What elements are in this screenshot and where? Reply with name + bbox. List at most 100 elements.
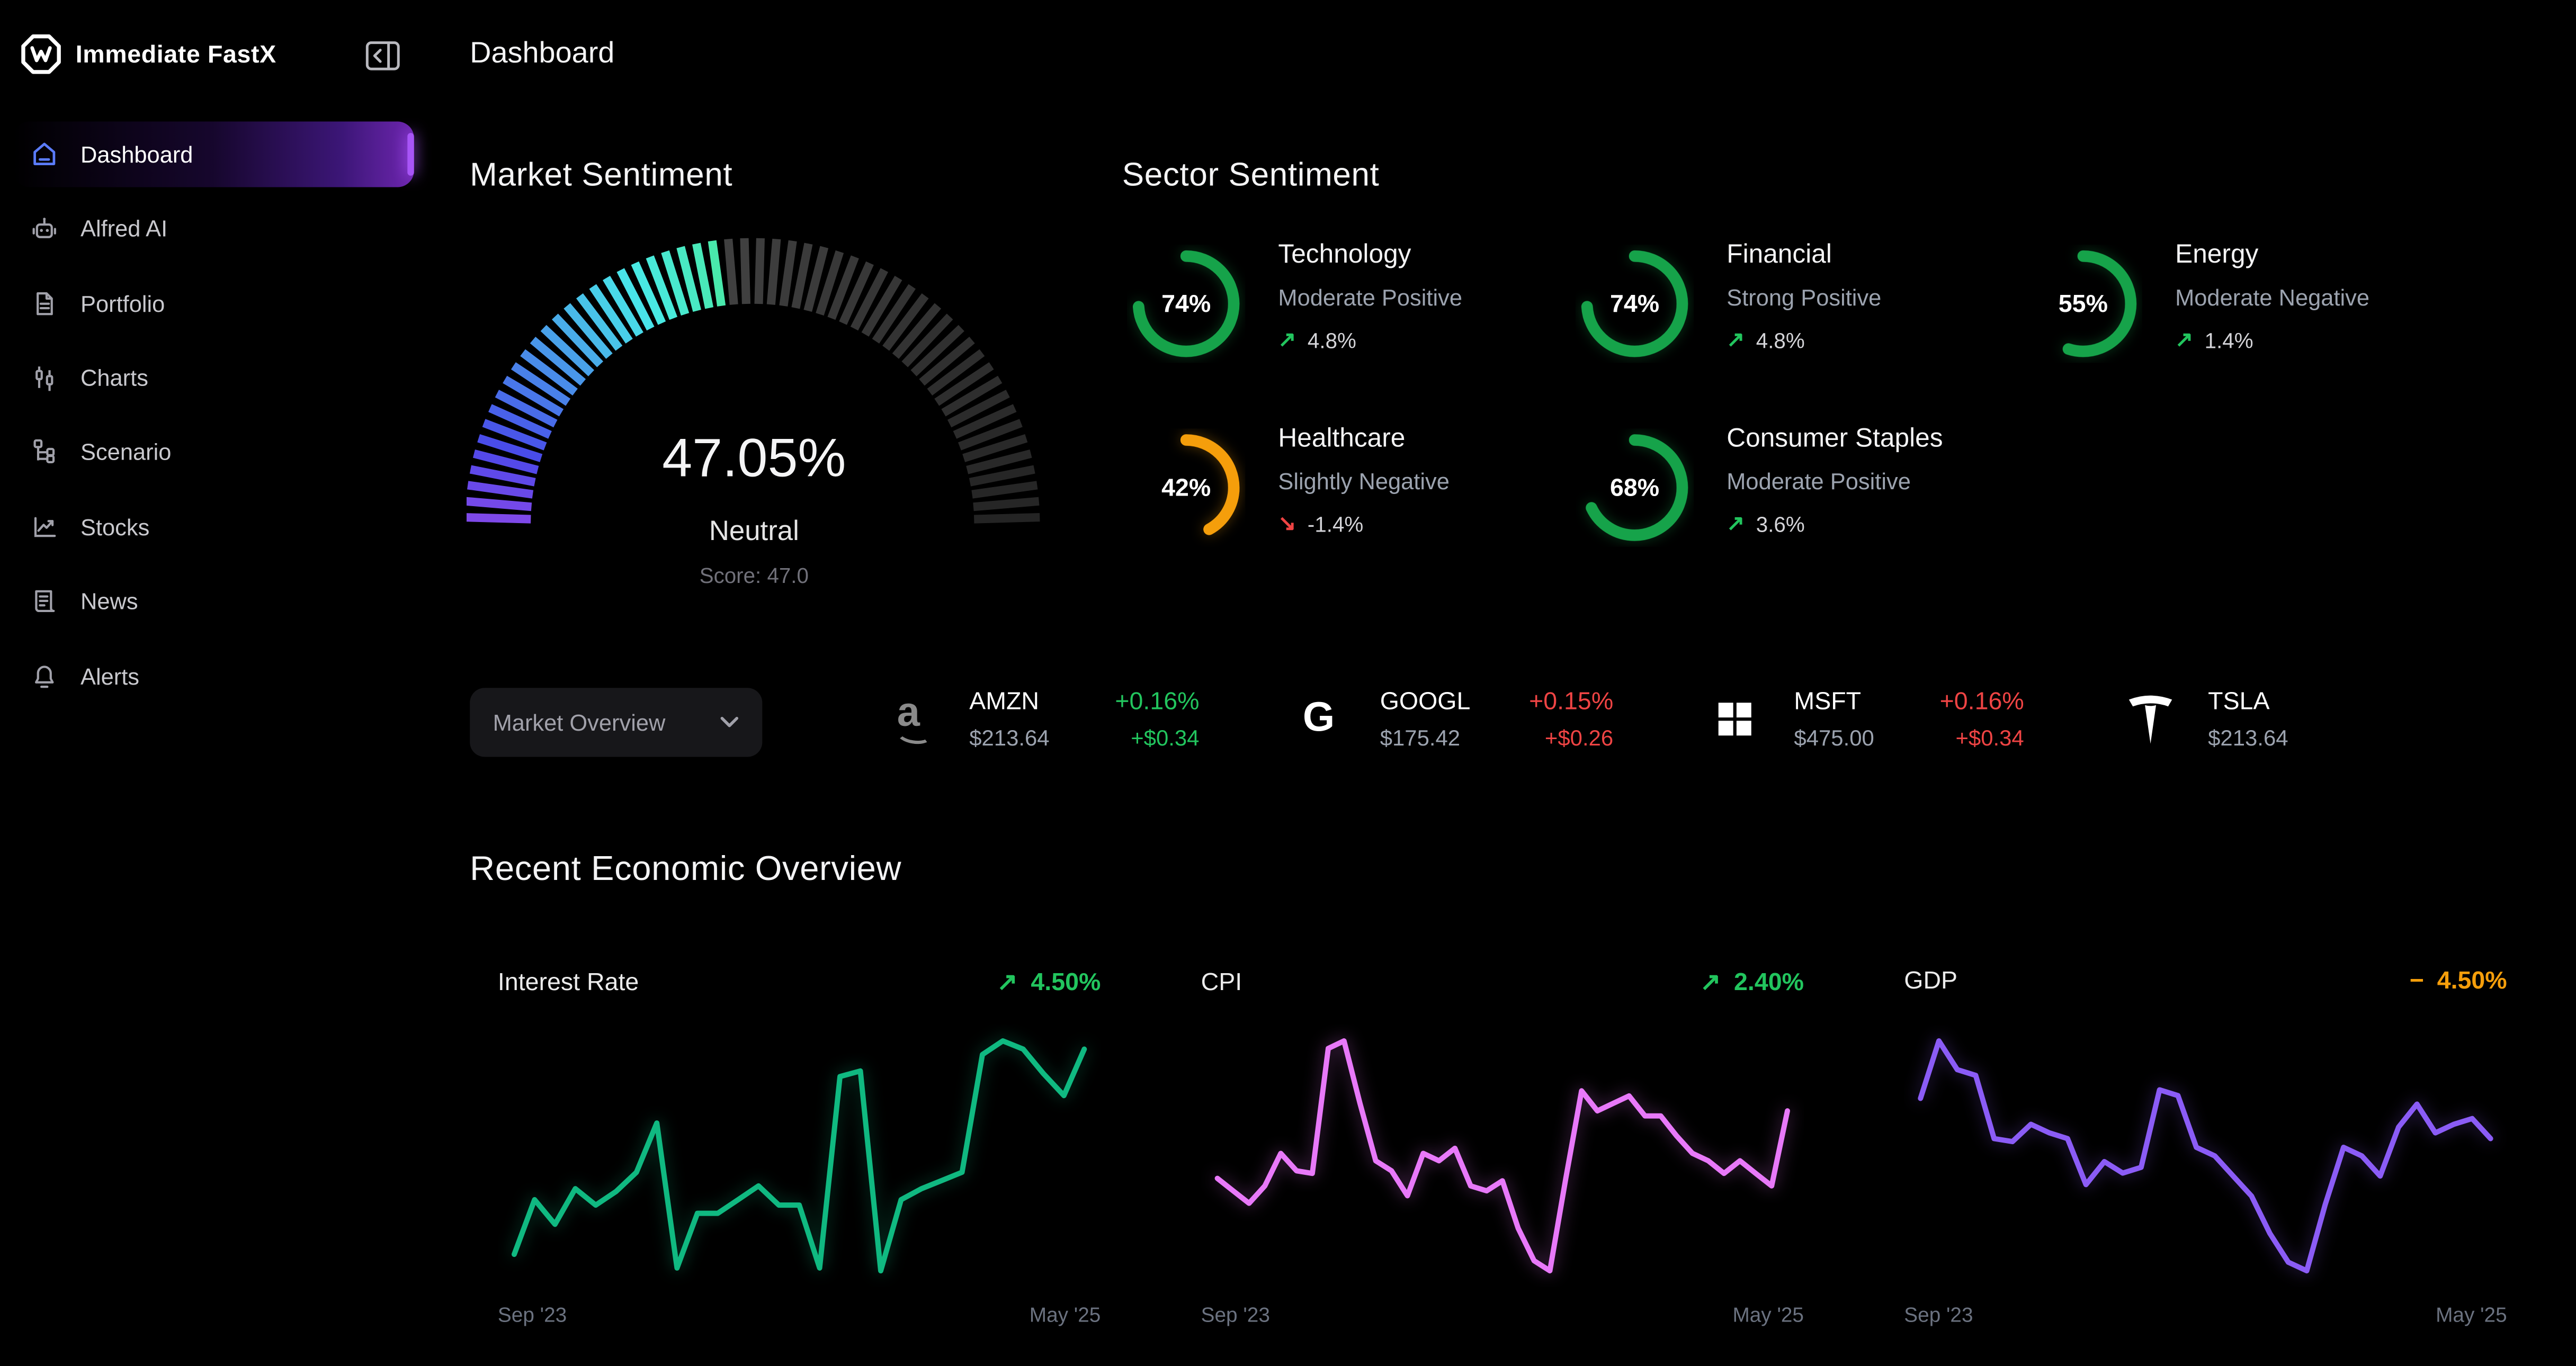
sector-name: Healthcare bbox=[1278, 425, 1406, 453]
market-overview-select[interactable]: Market Overview bbox=[470, 688, 763, 757]
sentiment-value: 47.05% bbox=[662, 427, 846, 488]
robot-icon bbox=[32, 218, 56, 238]
sector-card-healthcare: Healthcare Slightly Negative ↘ -1.4% bbox=[1278, 425, 1449, 537]
page-title: Dashboard bbox=[470, 36, 615, 69]
trend-arrow-icon: ↗ bbox=[997, 968, 1018, 997]
candlestick-icon bbox=[35, 366, 53, 391]
x-axis-start: Sep '23 bbox=[497, 1304, 567, 1327]
trend-arrow-icon: ↗ bbox=[2175, 327, 2193, 352]
ring-percent: 68% bbox=[1609, 473, 1660, 502]
chart-card-cpi: CPI ↗ 2.40% bbox=[1201, 967, 1804, 996]
market-sentiment-heading: Market Sentiment bbox=[470, 157, 733, 194]
document-icon bbox=[37, 292, 53, 316]
progress-ring-icon bbox=[1581, 250, 1688, 357]
sector-change-value: 4.8% bbox=[1307, 327, 1356, 353]
sector-sentiment-text: Moderate Positive bbox=[1727, 468, 1911, 495]
sector-change: ↗ 3.6% bbox=[1727, 510, 1943, 537]
sidebar-item-stocks[interactable]: Stocks bbox=[13, 494, 414, 560]
sector-name: Financial bbox=[1727, 241, 1832, 269]
ticker-change-amzn: +0.16% +$0.34 bbox=[1068, 688, 1199, 750]
chart-title: Interest Rate bbox=[497, 968, 639, 996]
x-axis-start: Sep '23 bbox=[1904, 1304, 1973, 1327]
sector-card-consumer-staples: Consumer Staples Moderate Positive ↗ 3.6… bbox=[1727, 425, 1943, 537]
market-sentiment-gauge bbox=[466, 238, 1040, 524]
sidebar-item-alerts[interactable]: Alerts bbox=[13, 644, 414, 709]
trend-arrow-icon: ↗ bbox=[1278, 327, 1296, 352]
stock-change-percent: +0.16% bbox=[1115, 688, 1200, 716]
sector-change-value: 4.8% bbox=[1756, 327, 1805, 353]
sector-change: ↗ 4.8% bbox=[1727, 327, 1881, 353]
ring-percent: 74% bbox=[1161, 290, 1211, 318]
progress-ring-icon bbox=[1132, 250, 1240, 357]
sector-card-technology: Technology Moderate Positive ↗ 4.8% bbox=[1278, 241, 1462, 353]
ring-percent: 55% bbox=[2058, 290, 2108, 318]
sidebar-item-label: Dashboard bbox=[80, 141, 193, 168]
home-icon bbox=[33, 142, 56, 166]
chart-change-value: 4.50% bbox=[2437, 967, 2507, 995]
market-overview-label: Market Overview bbox=[493, 709, 666, 736]
trend-arrow-icon: ↘ bbox=[1278, 510, 1296, 535]
brand-logo-icon bbox=[21, 34, 61, 74]
progress-ring-icon bbox=[1581, 434, 1688, 541]
sidebar-item-alfred-ai[interactable]: Alfred AI bbox=[13, 195, 414, 261]
interest-rate-line-chart bbox=[511, 1038, 1087, 1274]
sector-ring-healthcare: 42% bbox=[1127, 428, 1245, 546]
sector-change: ↗ 4.8% bbox=[1278, 327, 1462, 353]
x-axis-labels: Sep '23 May '25 bbox=[498, 1304, 1101, 1326]
ticker-item-tsla[interactable]: TSLA $213.64 bbox=[2208, 688, 2288, 750]
sector-sentiment-text: Strong Positive bbox=[1727, 284, 1882, 311]
sidebar-item-scenario[interactable]: Scenario bbox=[13, 419, 414, 484]
progress-ring-icon bbox=[1132, 434, 1240, 541]
x-axis-end: May '25 bbox=[1732, 1304, 1804, 1327]
ring-percent: 74% bbox=[1609, 290, 1660, 318]
ticker-item-msft[interactable]: MSFT $475.00 bbox=[1794, 688, 1874, 750]
stock-symbol: MSFT bbox=[1794, 688, 1862, 716]
stock-symbol: TSLA bbox=[2208, 688, 2270, 716]
sentiment-score: Score: 47.0 bbox=[699, 563, 809, 588]
sector-change: ↗ 1.4% bbox=[2175, 327, 2369, 353]
microsoft-logo-icon bbox=[1718, 703, 1751, 736]
sector-ring-technology: 74% bbox=[1127, 245, 1245, 363]
stock-price: $175.42 bbox=[1380, 725, 1461, 751]
stock-price: $475.00 bbox=[1794, 725, 1874, 751]
x-axis-end: May '25 bbox=[1029, 1304, 1101, 1327]
sector-sentiment-text: Moderate Negative bbox=[2175, 284, 2370, 311]
tree-icon bbox=[33, 439, 55, 463]
sidebar-item-label: Charts bbox=[80, 364, 148, 391]
stock-symbol: GOOGL bbox=[1380, 688, 1471, 716]
brand-name: Immediate FastX bbox=[75, 40, 276, 68]
sidebar-item-portfolio[interactable]: Portfolio bbox=[13, 271, 414, 337]
progress-ring-icon bbox=[2029, 250, 2137, 357]
ring-percent: 42% bbox=[1161, 473, 1211, 502]
ticker-item-googl[interactable]: GOOGL $175.42 bbox=[1380, 688, 1471, 750]
chart-title: GDP bbox=[1904, 967, 1958, 995]
cpi-line-chart bbox=[1214, 1038, 1790, 1274]
stock-change-percent: +0.16% bbox=[1939, 688, 2024, 716]
sidebar-collapse-button[interactable] bbox=[365, 39, 401, 72]
sector-card-energy: Energy Moderate Negative ↗ 1.4% bbox=[2175, 241, 2369, 353]
chart-change-value: 4.50% bbox=[1031, 968, 1101, 996]
economic-overview-heading: Recent Economic Overview bbox=[470, 850, 902, 888]
sidebar-item-dashboard[interactable]: Dashboard bbox=[13, 121, 414, 187]
sidebar-item-charts[interactable]: Charts bbox=[13, 345, 414, 410]
sector-ring-consumer-staples: 68% bbox=[1576, 428, 1694, 546]
sidebar-item-news[interactable]: News bbox=[13, 568, 414, 634]
google-logo-icon: G bbox=[1302, 694, 1335, 741]
chart-title: CPI bbox=[1201, 968, 1242, 996]
x-axis-end: May '25 bbox=[2436, 1304, 2507, 1327]
brand: Immediate FastX bbox=[20, 33, 276, 76]
sidebar-item-label: Alfred AI bbox=[80, 215, 168, 241]
sector-sentiment-heading: Sector Sentiment bbox=[1122, 157, 1380, 194]
sector-change-value: 1.4% bbox=[2204, 327, 2253, 353]
ticker-item-amzn[interactable]: AMZN $213.64 bbox=[969, 688, 1049, 750]
trend-arrow-icon: ↗ bbox=[1727, 327, 1745, 352]
sidebar-item-label: Stocks bbox=[80, 514, 150, 541]
panel-collapse-icon bbox=[365, 41, 400, 70]
stock-price: $213.64 bbox=[969, 725, 1050, 751]
sector-name: Consumer Staples bbox=[1727, 425, 1943, 453]
chart-change-value: 2.40% bbox=[1734, 968, 1804, 996]
trend-chart-icon bbox=[34, 517, 56, 537]
tesla-logo-icon bbox=[2128, 695, 2172, 744]
sector-sentiment-text: Slightly Negative bbox=[1278, 468, 1450, 495]
